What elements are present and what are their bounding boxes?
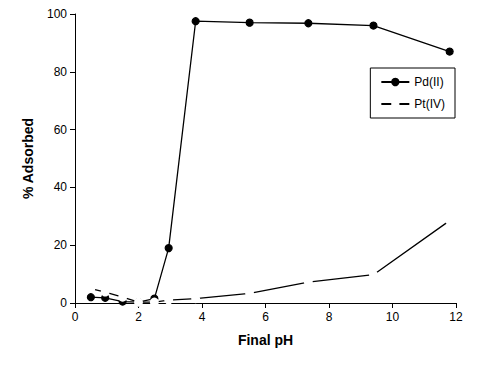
svg-text:100: 100 (47, 7, 67, 21)
svg-text:4: 4 (199, 310, 206, 324)
svg-text:0: 0 (60, 296, 67, 310)
svg-text:8: 8 (326, 310, 333, 324)
svg-text:20: 20 (54, 238, 68, 252)
svg-text:6: 6 (262, 310, 269, 324)
svg-text:80: 80 (54, 65, 68, 79)
svg-text:60: 60 (54, 123, 68, 137)
svg-text:10: 10 (386, 310, 400, 324)
svg-text:Pd(II): Pd(II) (414, 75, 443, 89)
svg-text:0: 0 (72, 310, 79, 324)
svg-text:2: 2 (135, 310, 142, 324)
svg-text:40: 40 (54, 180, 68, 194)
svg-text:Final pH: Final pH (238, 332, 293, 348)
svg-text:12: 12 (449, 310, 463, 324)
svg-text:% Adsorbed: % Adsorbed (20, 118, 36, 199)
svg-text:Pt(IV): Pt(IV) (414, 97, 445, 111)
